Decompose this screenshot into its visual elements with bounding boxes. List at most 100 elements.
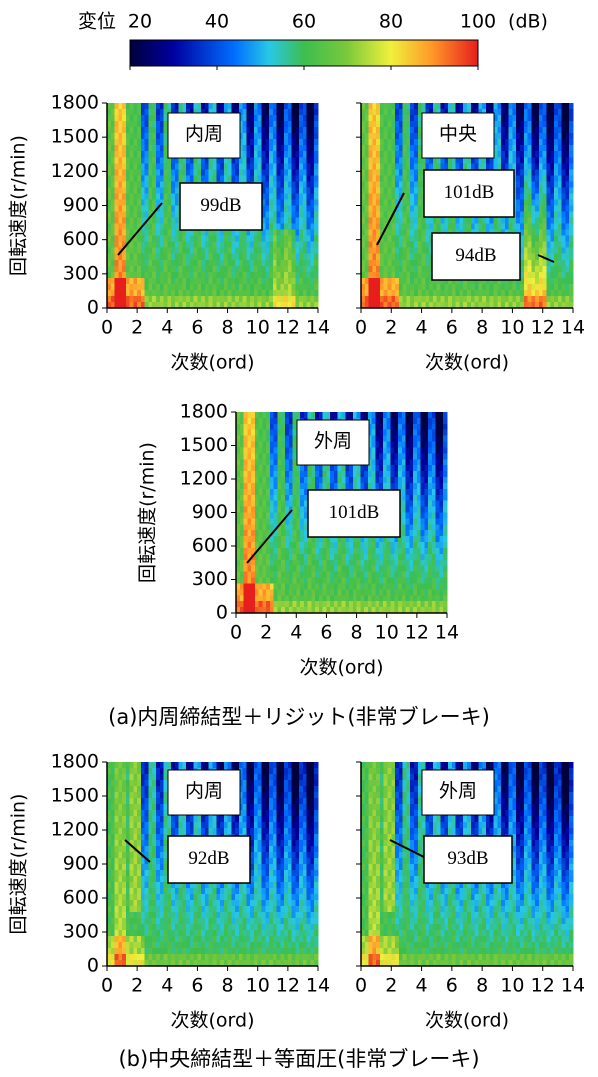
heatmap-cell	[250, 290, 254, 297]
heatmap-cell	[299, 272, 303, 279]
heatmap-cell	[175, 260, 179, 267]
heatmap-cell	[307, 175, 311, 182]
heatmap-cell	[133, 139, 137, 146]
heatmap-cell	[418, 278, 422, 285]
heatmap-cell	[182, 242, 186, 249]
heatmap-cell	[130, 193, 134, 200]
heatmap-cell	[285, 483, 289, 490]
heatmap-cell	[539, 266, 543, 273]
heatmap-cell	[182, 163, 186, 170]
heatmap-cell	[448, 224, 452, 231]
heatmap-cell	[243, 157, 247, 164]
heatmap-cell	[186, 260, 190, 267]
heatmap-cell	[247, 572, 251, 579]
heatmap-cell	[307, 109, 311, 116]
heatmap-cell	[554, 139, 558, 146]
heatmap-cell	[164, 133, 168, 140]
heatmap-cell	[425, 218, 429, 225]
heatmap-cell	[531, 163, 535, 170]
heatmap-cell	[562, 127, 566, 134]
heatmap-cell	[171, 163, 175, 170]
heatmap-cell	[558, 230, 562, 237]
heatmap-cell	[380, 139, 384, 146]
heatmap-cell	[266, 442, 270, 449]
heatmap-cell	[285, 430, 289, 437]
heatmap-cell	[243, 121, 247, 128]
heatmap-cell	[433, 163, 437, 170]
heatmap-cell	[258, 169, 262, 176]
heatmap-cell	[441, 103, 445, 110]
heatmap-cell	[148, 157, 152, 164]
heatmap-cell	[130, 133, 134, 140]
heatmap-cell	[353, 572, 357, 579]
heatmap-cell	[250, 254, 254, 261]
heatmap-cell	[388, 133, 392, 140]
heatmap-cell	[156, 296, 160, 303]
heatmap-cell	[535, 181, 539, 188]
heatmap-cell	[266, 489, 270, 496]
heatmap-cell	[345, 477, 349, 484]
heatmap-cell	[380, 127, 384, 134]
heatmap-cell	[255, 436, 259, 443]
heatmap-cell	[300, 412, 304, 419]
heatmap-cell	[490, 296, 494, 303]
heatmap-cell	[310, 139, 314, 146]
heatmap-cell	[244, 530, 248, 537]
heatmap-cell	[266, 495, 270, 502]
heatmap-cell	[391, 254, 395, 261]
heatmap-cell	[569, 139, 573, 146]
heatmap-cell	[273, 230, 277, 237]
heatmap-cell	[148, 224, 152, 231]
heatmap-cell	[148, 272, 152, 279]
heatmap-cell	[270, 424, 274, 431]
heatmap-cell	[314, 254, 318, 261]
heatmap-cell	[280, 187, 284, 194]
heatmap-cell	[342, 595, 346, 602]
heatmap-cell	[280, 169, 284, 176]
heatmap-cell	[406, 248, 410, 255]
heatmap-cell	[293, 536, 297, 543]
heatmap-cell	[145, 230, 149, 237]
heatmap-cell	[231, 163, 235, 170]
heatmap-cell	[326, 471, 330, 478]
heatmap-cell	[216, 242, 220, 249]
heatmap-cell	[365, 230, 369, 237]
heatmap-cell	[261, 296, 265, 303]
heatmap-cell	[303, 248, 307, 255]
heatmap-cell	[247, 489, 251, 496]
heatmap-cell	[295, 127, 299, 134]
heatmap-cell	[289, 548, 293, 555]
heatmap-cell	[262, 518, 266, 525]
heatmap-cell	[531, 206, 535, 213]
heatmap-cell	[303, 296, 307, 303]
heatmap-cell	[380, 163, 384, 170]
heatmap-cell	[410, 199, 414, 206]
heatmap-cell	[274, 507, 278, 514]
heatmap-cell	[558, 290, 562, 297]
heatmap-cell	[111, 266, 115, 273]
heatmap-cell	[391, 181, 395, 188]
heatmap-cell	[265, 290, 269, 297]
heatmap-cell	[190, 266, 194, 273]
heatmap-cell	[167, 175, 171, 182]
heatmap-cell	[281, 601, 285, 608]
heatmap-cell	[380, 133, 384, 140]
heatmap-cell	[244, 477, 248, 484]
heatmap-cell	[277, 471, 281, 478]
heatmap-cell	[539, 206, 543, 213]
heatmap-cell	[137, 133, 141, 140]
heatmap-cell	[274, 453, 278, 460]
heatmap-cell	[281, 566, 285, 573]
heatmap-cell	[380, 115, 384, 122]
heatmap-cell	[288, 230, 292, 237]
heatmap-cell	[319, 471, 323, 478]
heatmap-cell	[171, 175, 175, 182]
heatmap-cell	[531, 169, 535, 176]
heatmap-cell	[304, 560, 308, 567]
heatmap-cell	[300, 583, 304, 590]
heatmap-cell	[266, 589, 270, 596]
heatmap-cell	[240, 530, 244, 537]
heatmap-cell	[201, 278, 205, 285]
heatmap-cell	[213, 290, 217, 297]
heatmap-cell	[463, 290, 467, 297]
